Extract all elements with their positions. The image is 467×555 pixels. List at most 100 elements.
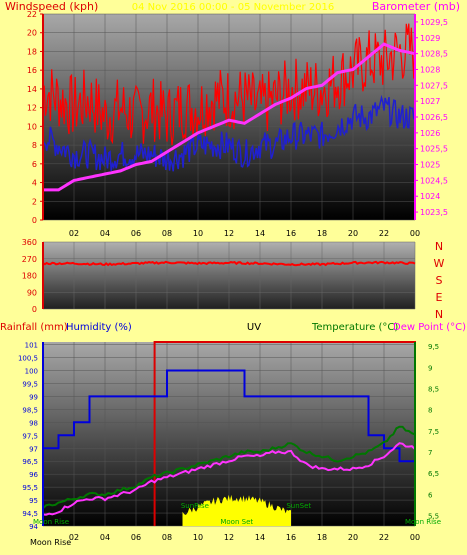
barometer-y-tick-label: 1026,5 [420, 113, 448, 122]
humidity-y-tick-label: 101 [25, 342, 38, 350]
sunset-label: SunSet [286, 502, 311, 510]
moon-rise-left-label: Moon Rise [33, 518, 69, 526]
header-right-label: Barometer (mb) [372, 0, 460, 13]
wind-x-tick-label: 00 [410, 229, 420, 238]
direction-y-tick-label: 90 [27, 288, 37, 297]
temperature-y-tick-label: 9,5 [428, 343, 439, 351]
header-left-label: Windspeed (kph) [5, 0, 98, 13]
wind-y-tick-label: 20 [27, 29, 37, 38]
lower-x-tick-label: 22 [379, 533, 389, 542]
direction-series [42, 260, 416, 267]
temperature-y-tick-label: 6 [428, 491, 433, 499]
wind-y-tick-label: 2 [32, 197, 37, 206]
gust-series-line [42, 23, 416, 146]
humidity-y-tick-label: 99 [29, 393, 38, 401]
humidity-y-tick-label: 96,5 [22, 458, 38, 466]
humidity-y-tick-label: 96 [29, 471, 38, 479]
sunrise-label: SunRise [181, 502, 209, 510]
header-center-label: 04 Nov 2016 00:00 - 05 November 2016 [132, 2, 335, 13]
temperature-y-tick-label: 8,5 [428, 386, 439, 394]
wind-y-tick-label: 16 [27, 66, 37, 75]
humidity-y-tick-label: 98,5 [22, 406, 38, 414]
wind-x-tick-label: 12 [224, 229, 234, 238]
barometer-series-line [43, 42, 416, 192]
wind-y-tick-label: 10 [27, 122, 37, 131]
barometer-y-tick-label: 1029 [420, 34, 440, 43]
barometer-y-tick-label: 1024 [420, 192, 440, 201]
direction-y-tick-label: 0 [32, 305, 37, 314]
humidity-y-tick-label: 99,5 [22, 380, 38, 388]
wind-y-axis: 0 2 4 6 8 10 12 14 16 18 20 22 [27, 10, 43, 225]
temperature-label: Temperature (°C) [311, 322, 398, 333]
wind-x-tick-label: 16 [286, 229, 296, 238]
lower-x-tick-label: 06 [131, 533, 141, 542]
lower-x-tick-label: 00 [410, 533, 420, 542]
barometer-y-tick-label: 1027 [420, 97, 440, 106]
wind-x-tick-label: 04 [100, 229, 110, 238]
wind-y-tick-label: 4 [32, 179, 37, 188]
temperature-y-tick-label: 7 [428, 449, 432, 457]
humidity-y-tick-label: 94 [29, 523, 38, 531]
wind-x-tick-label: 22 [379, 229, 389, 238]
direction-y-tick-label: 270 [22, 255, 37, 264]
barometer-y-tick-label: 1024,5 [420, 176, 448, 185]
direction-y-tick-label: 180 [22, 272, 37, 281]
wind-x-tick-label: 08 [162, 229, 172, 238]
wind-y-tick-label: 0 [32, 216, 37, 225]
temperature-y-tick-label: 9 [428, 364, 432, 372]
lower-x-tick-label: 16 [286, 533, 296, 542]
wind-y-tick-label: 18 [27, 47, 37, 56]
wind-y-tick-label: 14 [27, 85, 37, 94]
wind-x-tick-label: 14 [255, 229, 265, 238]
wind-x-tick-label: 10 [193, 229, 203, 238]
direction-grid [43, 241, 416, 310]
humidity-y-tick-label: 98 [29, 419, 38, 427]
lower-x-tick-label: 20 [348, 533, 358, 542]
lower-x-tick-label: 04 [100, 533, 110, 542]
sun-moon-events: Moon Rise SunRise Moon Set SunSet Moon Rise [33, 502, 441, 526]
wind-x-tick-label: 02 [69, 229, 79, 238]
compass-label-n: N [435, 308, 443, 321]
wind-series [42, 23, 416, 192]
humidity-y-tick-label: 95 [29, 497, 38, 505]
compass-label-w: W [434, 257, 445, 270]
compass-label-n: N [435, 240, 443, 253]
solar-radiation-area [182, 494, 291, 526]
direction-series-line [42, 260, 416, 267]
wind-x-tick-label: 20 [348, 229, 358, 238]
barometer-y-tick-label: 1026 [420, 129, 440, 138]
temperature-y-tick-label: 7,5 [428, 428, 439, 436]
footer-moon-rise: Moon Rise [30, 538, 71, 547]
barometer-y-tick-label: 1027,5 [420, 81, 448, 90]
lower-x-tick-label: 12 [224, 533, 234, 542]
temperature-y-tick-label: 5,5 [428, 512, 439, 520]
moon-rise-right-label: Moon Rise [405, 518, 441, 526]
wind-x-tick-label: 06 [131, 229, 141, 238]
temperature-y-tick-label: 6,5 [428, 470, 439, 478]
wind-y-tick-label: 22 [27, 10, 37, 19]
wind-y-tick-label: 12 [27, 104, 37, 113]
dewpoint-series-line [42, 442, 416, 516]
barometer-y-tick-label: 1029,5 [420, 18, 448, 27]
barometer-y-axis: 1023,5 1024 1024,5 1025 1025,5 1026 1026,5 1027… [415, 18, 448, 217]
humidity-series-line [43, 369, 415, 463]
direction-y-axis: 0 90 180 270 360 [22, 238, 37, 314]
uv-label: UV [247, 322, 261, 333]
humidity-y-tick-label: 100 [25, 368, 38, 376]
barometer-y-tick-label: 1028,5 [420, 50, 448, 59]
lower-x-tick-label: 18 [317, 533, 327, 542]
humidity-y-tick-label: 94,5 [22, 510, 38, 518]
moon-set-label: Moon Set [220, 518, 253, 526]
humidity-y-tick-label: 97 [29, 445, 38, 453]
lower-x-tick-label: 02 [69, 533, 79, 542]
humidity-y-tick-label: 100,5 [18, 355, 38, 363]
humidity-y-tick-label: 95,5 [22, 484, 38, 492]
direction-y-tick-label: 360 [22, 238, 37, 247]
average-wind-series-line [42, 94, 416, 172]
wind-y-tick-label: 6 [32, 160, 37, 169]
humidity-label: Humidity (%) [66, 322, 132, 333]
compass-label-s: S [436, 274, 443, 287]
temperature-y-tick-label: 8 [428, 407, 432, 415]
compass-label-e: E [436, 291, 443, 304]
